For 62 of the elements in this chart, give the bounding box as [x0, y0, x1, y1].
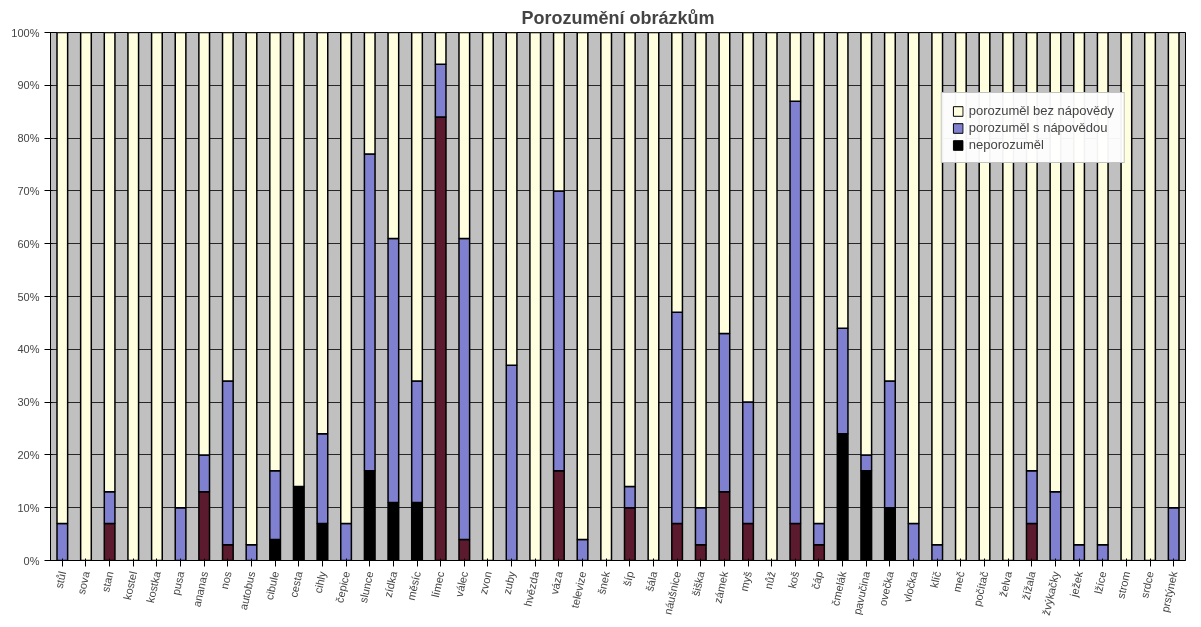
x-tick-label: límec [429, 569, 447, 599]
x-tick-label: šála [643, 569, 660, 593]
x-tick-label: pavučina [850, 569, 873, 616]
x-tick-label: prstýnek [1158, 569, 1180, 614]
x-tick-label: žížala [1019, 569, 1038, 601]
x-tick-label: šíp [620, 570, 636, 588]
x-tick-label: čmelák [829, 569, 849, 607]
y-tick-label: 70% [17, 184, 40, 197]
x-tick-label: nůž [761, 570, 778, 591]
legend-label: porozuměl bez nápovědy [968, 103, 1114, 118]
x-tick-label: sova [75, 569, 93, 596]
x-tick-label: zvon [477, 570, 494, 596]
x-tick-label: slunce [356, 570, 376, 604]
x-tick-label: stůl [52, 570, 69, 590]
x-tick-label: počítač [970, 569, 991, 608]
x-tick-label: stan [99, 570, 116, 594]
x-tick-label: strom [1114, 570, 1133, 600]
x-tick-label: meč [950, 569, 967, 594]
x-tick-label: šiška [689, 569, 707, 598]
x-tick-label: koš [785, 569, 802, 590]
x-tick-label: autobus [237, 569, 258, 612]
x-tick-label: srdce [1138, 570, 1156, 600]
y-tick-label: 40% [17, 343, 40, 356]
chart-title: Porozumění obrázkům [521, 7, 715, 28]
x-tick-label: ježek [1067, 569, 1086, 599]
x-tick-label: kostel [121, 570, 140, 601]
x-tick-label: lžíce [1091, 570, 1109, 595]
y-tick-label: 20% [17, 448, 40, 461]
legend-label: neporozuměl [968, 137, 1044, 152]
x-tick-label: váza [547, 569, 565, 596]
x-tick-label: válec [452, 569, 471, 598]
x-tick-label: cibule [262, 570, 281, 601]
x-tick-label: želva [996, 569, 1015, 598]
x-tick-label: pusa [169, 569, 187, 597]
x-tick-label: zídka [381, 569, 400, 599]
y-tick-label: 30% [17, 396, 40, 409]
x-tick-label: čepice [333, 570, 352, 604]
y-tick-label: 80% [17, 132, 40, 145]
y-tick-label: 50% [17, 290, 40, 303]
x-tick-label: hvězda [521, 569, 542, 608]
x-tick-label: nos [218, 569, 234, 591]
y-tick-label: 10% [17, 501, 40, 514]
x-tick-label: klíč [927, 569, 944, 589]
x-tick-label: vločka [900, 569, 920, 604]
y-tick-label: 0% [23, 554, 40, 567]
y-tick-label: 60% [17, 237, 40, 250]
x-tick-label: televize [568, 570, 589, 610]
x-tick-label: náušnice [661, 570, 683, 616]
x-tick-label: zámek [711, 569, 731, 605]
legend-label: porozuměl s nápovědou [968, 120, 1108, 135]
y-tick-label: 90% [17, 79, 40, 92]
x-tick-label: cesta [287, 569, 305, 599]
y-tick-label: 100% [11, 26, 40, 39]
x-tick-label: cihly [311, 569, 329, 595]
x-tick-label: čáp [809, 570, 825, 591]
x-tick-label: kostka [144, 569, 163, 604]
x-tick-label: šnek [595, 569, 613, 596]
x-tick-label: měsíc [404, 569, 423, 602]
x-tick-label: myš [737, 569, 755, 593]
x-tick-label: ovečka [876, 569, 896, 607]
x-tick-label: ananas [190, 569, 211, 609]
x-tick-label: zuby [500, 569, 518, 596]
